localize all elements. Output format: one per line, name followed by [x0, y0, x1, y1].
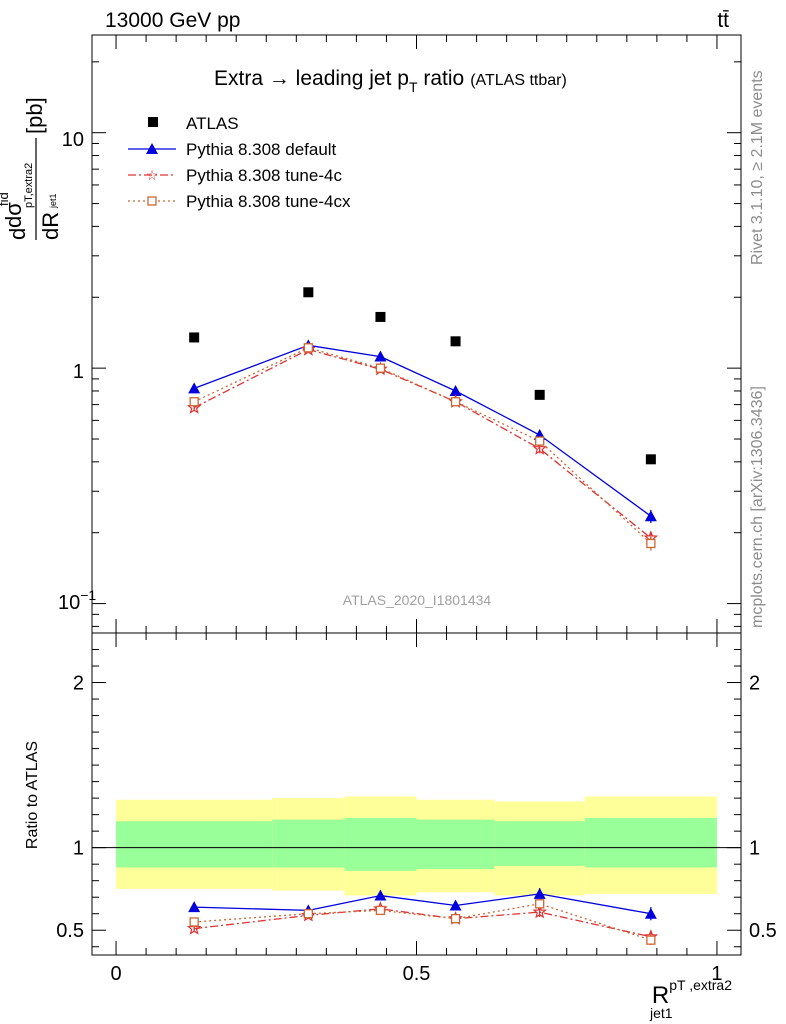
ratio-y-tick-label: 0.5 — [56, 920, 84, 942]
mcplots-label: mcplots.cern.ch [arXiv:1306.3436] — [749, 386, 766, 628]
ratio-y-axis-label: Ratio to ATLAS — [24, 741, 41, 849]
data-point-tune4cx — [450, 914, 461, 924]
legend-label-tune4cx: Pythia 8.308 tune-4cx — [186, 192, 351, 211]
ratio-y-tick-label: 1 — [73, 838, 84, 860]
legend-label-atlas: ATLAS — [186, 114, 239, 133]
legend-entry-tune4c: ☆ Pythia 8.308 tune-4c — [128, 166, 342, 185]
data-point-tune4cx — [303, 343, 313, 353]
data-point-tune4cx — [189, 397, 199, 407]
ratio-plot: 0.5 0.5 1 1 2 2 0 0.5 1 Ratio to ATLAS RpT ,extr… — [24, 632, 777, 1021]
main-plot-data — [186, 287, 659, 551]
data-point-atlas — [450, 336, 461, 347]
data-point-tune4cx — [189, 917, 199, 927]
green-band — [116, 821, 273, 868]
data-point-tune4c — [532, 904, 547, 919]
data-point-tune4cx — [646, 538, 656, 549]
y-tick-label-10: 10 — [62, 129, 84, 151]
svg-text:jet1: jet1 — [48, 193, 58, 209]
series-line-tune4c — [194, 908, 652, 938]
y-tick-label-0.1: 10−1 — [58, 587, 96, 614]
svg-text:dσ: dσ — [1, 202, 26, 228]
series-line-default — [194, 893, 652, 915]
chart-title: Extra → leading jet pT ratio (ATLAS ttbar… — [214, 67, 567, 95]
series-line-tune4c — [193, 348, 652, 539]
data-point-tune4cx — [450, 397, 461, 407]
svg-text:dR: dR — [38, 212, 63, 240]
data-point-default — [644, 510, 657, 522]
data-point-tune4cx — [535, 436, 545, 446]
series-line-tune4cx — [193, 347, 652, 544]
svg-text:pT,extra2: pT,extra2 — [23, 163, 35, 208]
data-point-atlas — [189, 332, 200, 343]
legend-entry-tune4cx: Pythia 8.308 tune-4cx — [128, 192, 351, 211]
ratio-y-tick-label: 2 — [73, 673, 84, 695]
ratio-y-tick-label-right: 1 — [749, 838, 760, 860]
data-point-atlas — [645, 454, 656, 465]
legend-label-default: Pythia 8.308 default — [186, 140, 337, 159]
analysis-watermark: ATLAS_2020_I1801434 — [343, 592, 492, 608]
series-line-tune4cx — [194, 903, 652, 941]
svg-text:fid: fid — [0, 192, 11, 206]
main-plot-ticks — [92, 35, 741, 633]
svg-text:[pb]: [pb] — [22, 97, 47, 134]
process-label: tt̄ — [717, 9, 729, 32]
green-band — [344, 817, 417, 871]
data-point-default — [533, 887, 546, 899]
legend-entry-atlas: ATLAS — [148, 114, 239, 133]
x-tick-label: 0.5 — [403, 963, 431, 985]
series-line-default — [193, 344, 652, 517]
data-point-tune4cx — [646, 935, 656, 945]
ratio-y-tick-label-right: 0.5 — [749, 920, 777, 942]
data-point-default — [188, 382, 201, 394]
data-point-tune4cx — [535, 899, 545, 909]
data-point-tune4c — [186, 920, 202, 935]
green-band — [416, 819, 495, 870]
x-tick-label: 1 — [711, 963, 722, 985]
data-point-default — [374, 889, 387, 901]
ratio-plot-frame — [91, 632, 742, 956]
energy-label: 13000 GeV pp — [105, 9, 240, 32]
ratio-plot-data — [186, 887, 659, 946]
legend: ATLAS Pythia 8.308 default ☆ Pythia 8.30… — [128, 114, 351, 211]
data-point-default — [449, 384, 462, 396]
green-band — [272, 819, 345, 868]
data-point-atlas — [534, 389, 545, 400]
data-point-default — [644, 907, 657, 919]
data-point-default — [449, 899, 462, 911]
svg-text:d: d — [5, 228, 30, 240]
y-tick-label-1: 1 — [73, 361, 84, 383]
green-band — [494, 821, 585, 866]
main-plot: 10 1 10−1 Extra → leading jet pT ratio (A… — [0, 34, 742, 634]
ratio-uncertainty-bands — [92, 796, 741, 896]
rivet-label: Rivet 3.1.10, ≥ 2.1M events — [749, 70, 766, 265]
data-point-tune4cx — [375, 905, 386, 916]
data-point-default — [188, 901, 201, 913]
data-point-atlas — [375, 311, 386, 322]
y-axis-label: dR d dσ fid pT,extra2 jet1 [pb] — [0, 97, 63, 240]
green-band — [584, 817, 717, 868]
data-point-tune4cx — [303, 909, 313, 919]
svg-text:☆: ☆ — [146, 167, 159, 183]
ratio-plot-ticks: 0.5 0.5 1 1 2 2 0 0.5 1 — [56, 633, 777, 985]
legend-entry-default: Pythia 8.308 default — [128, 140, 337, 159]
legend-label-tune4c: Pythia 8.308 tune-4c — [186, 166, 342, 185]
data-point-atlas — [303, 287, 314, 298]
data-point-tune4c — [532, 441, 547, 455]
x-axis-label: RpT ,extra2 jet1 — [649, 977, 732, 1021]
x-tick-label: 0 — [110, 963, 121, 985]
data-point-default — [374, 350, 387, 362]
ratio-y-tick-label-right: 2 — [749, 673, 760, 695]
data-point-tune4cx — [375, 363, 386, 373]
